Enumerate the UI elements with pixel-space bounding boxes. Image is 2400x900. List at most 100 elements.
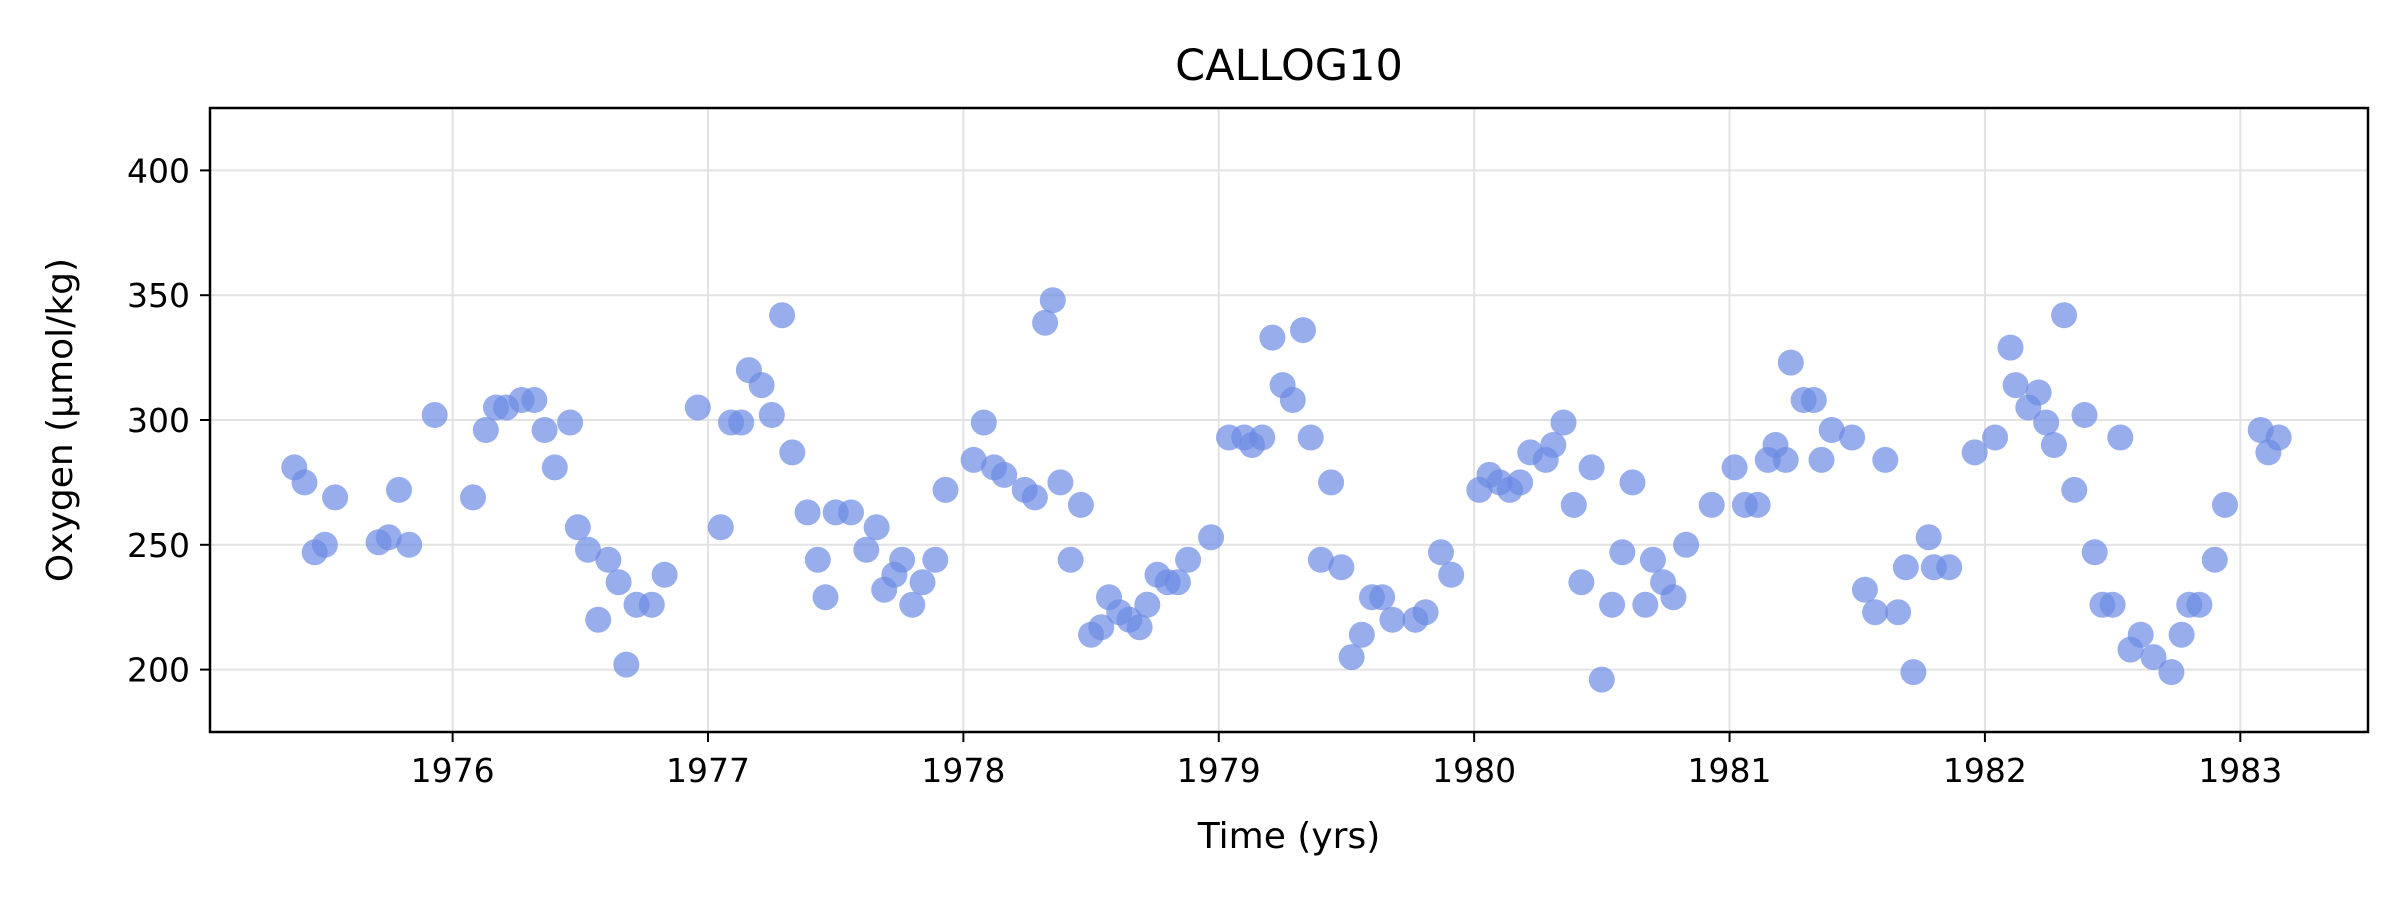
data-point: [2201, 546, 2228, 573]
data-point: [1438, 561, 1465, 588]
data-point: [1862, 599, 1889, 626]
x-tick-label: 1983: [2198, 751, 2282, 790]
data-point: [728, 409, 755, 436]
data-point: [1175, 546, 1202, 573]
data-point: [613, 651, 640, 678]
data-point: [2002, 372, 2029, 399]
data-point: [1609, 539, 1636, 566]
data-point: [1039, 287, 1066, 314]
data-point: [575, 536, 601, 563]
data-point: [1892, 554, 1919, 581]
data-point: [2168, 621, 2195, 648]
x-tick-label: 1982: [1943, 751, 2027, 790]
data-point: [1540, 432, 1567, 458]
data-point: [1818, 417, 1845, 443]
data-point: [531, 417, 558, 443]
data-point: [794, 499, 821, 526]
y-tick-label: 200: [127, 651, 190, 690]
data-point: [1507, 469, 1534, 496]
data-point: [1961, 439, 1988, 466]
data-point: [521, 387, 548, 413]
x-tick-label: 1977: [666, 751, 750, 790]
data-point: [1328, 554, 1355, 581]
data-point: [375, 524, 402, 551]
data-point: [322, 484, 349, 511]
data-point: [460, 484, 486, 511]
y-axis-label: Oxygen (µmol/kg): [40, 258, 81, 582]
data-point: [1777, 349, 1804, 376]
data-point: [651, 561, 678, 588]
data-point: [2107, 424, 2134, 451]
data-point: [1839, 424, 1866, 451]
data-point: [311, 531, 338, 558]
y-tick-label: 250: [127, 526, 190, 565]
data-point: [638, 591, 665, 618]
data-point: [1578, 454, 1605, 481]
data-point: [1412, 599, 1439, 626]
data-point: [1997, 334, 2024, 361]
data-point: [1047, 469, 1074, 496]
data-point: [707, 514, 734, 541]
x-tick-label: 1979: [1177, 751, 1261, 790]
data-point: [779, 439, 806, 466]
x-axis-label: Time (yrs): [1197, 816, 1381, 857]
data-point: [2040, 432, 2067, 458]
data-point: [1259, 324, 1286, 351]
data-point: [899, 591, 926, 618]
data-point: [1021, 484, 1048, 511]
data-point: [2081, 539, 2108, 566]
data-point: [1428, 539, 1454, 566]
x-tick-label: 1978: [921, 751, 1005, 790]
data-point: [909, 569, 936, 596]
data-point: [1619, 469, 1646, 496]
data-point: [2212, 491, 2238, 518]
data-point: [922, 546, 949, 573]
data-point: [1599, 591, 1626, 618]
data-points: [281, 287, 2292, 693]
data-point: [1126, 614, 1153, 641]
data-point: [853, 536, 880, 563]
data-point: [2051, 302, 2078, 329]
data-point: [1772, 446, 1799, 473]
data-point: [472, 417, 499, 443]
data-point: [1249, 424, 1276, 451]
data-point: [1297, 424, 1324, 451]
data-point: [1307, 546, 1334, 573]
data-point: [2033, 409, 2060, 436]
data-point: [421, 402, 448, 428]
data-point: [1808, 446, 1835, 473]
data-point: [1639, 546, 1666, 573]
x-tick-label: 1976: [411, 751, 495, 790]
data-point: [991, 461, 1018, 488]
data-point: [1032, 309, 1059, 336]
data-point: [1550, 409, 1577, 436]
data-point: [1198, 524, 1225, 551]
data-point: [2099, 591, 2126, 618]
data-point: [2025, 379, 2052, 406]
data-point: [1698, 491, 1725, 518]
x-tick-label: 1980: [1432, 751, 1516, 790]
data-point: [1369, 584, 1396, 611]
data-point: [2158, 659, 2185, 686]
data-point: [1744, 491, 1771, 518]
data-point: [1338, 644, 1365, 671]
data-point: [564, 514, 591, 541]
data-point: [769, 302, 796, 329]
data-point: [585, 606, 612, 633]
data-point: [1588, 666, 1615, 693]
data-point: [1379, 606, 1406, 633]
data-point: [2061, 476, 2088, 503]
data-point: [1348, 621, 1375, 648]
data-point: [595, 546, 622, 573]
data-point: [2140, 644, 2167, 671]
x-tick-label: 1981: [1688, 751, 1772, 790]
data-point: [758, 402, 785, 428]
data-point: [960, 446, 987, 473]
data-point: [748, 372, 775, 399]
data-point: [804, 546, 831, 573]
data-point: [2265, 424, 2292, 451]
data-point: [932, 476, 959, 503]
data-point: [2071, 402, 2098, 428]
data-point: [1872, 446, 1899, 473]
